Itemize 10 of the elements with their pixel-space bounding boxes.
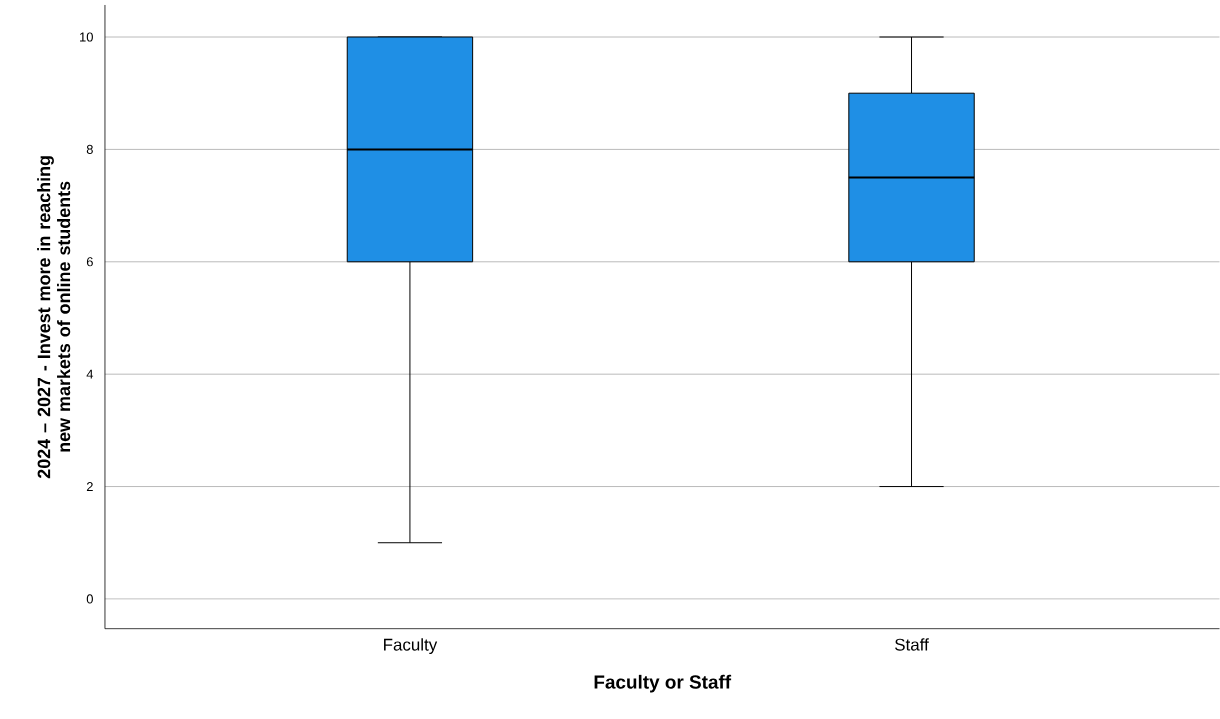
x-tick-label: Staff xyxy=(895,638,929,651)
y-tick-label: 0 xyxy=(86,594,93,604)
y-tick-label: 2 xyxy=(86,482,93,492)
x-axis-title: Faculty or Staff xyxy=(594,675,732,693)
y-tick-label: 4 xyxy=(86,369,94,379)
y-axis-title: 2024 – 2027 - Invest more in reaching new markets of online students xyxy=(37,156,71,479)
x-tick-label: Faculty xyxy=(384,638,438,655)
y-tick-label: 10 xyxy=(80,32,93,42)
y-tick-label: 8 xyxy=(86,144,93,155)
y-tick-label: 6 xyxy=(86,257,93,267)
